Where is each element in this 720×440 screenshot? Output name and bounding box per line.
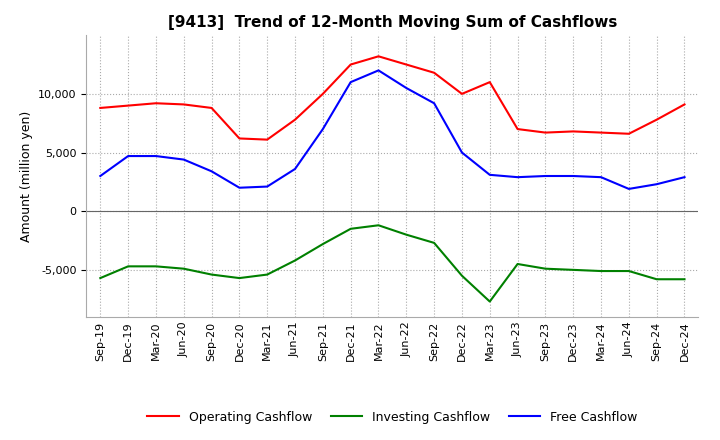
Investing Cashflow — [569, 267, 577, 272]
Operating Cashflow — [652, 117, 661, 122]
Investing Cashflow — [124, 264, 132, 269]
Investing Cashflow — [179, 266, 188, 271]
Free Cashflow — [680, 175, 689, 180]
Free Cashflow — [152, 154, 161, 159]
Investing Cashflow — [541, 266, 550, 271]
Investing Cashflow — [374, 223, 383, 228]
Free Cashflow — [374, 68, 383, 73]
Operating Cashflow — [374, 54, 383, 59]
Free Cashflow — [569, 173, 577, 179]
Operating Cashflow — [430, 70, 438, 75]
Investing Cashflow — [152, 264, 161, 269]
Investing Cashflow — [652, 277, 661, 282]
Operating Cashflow — [152, 101, 161, 106]
Y-axis label: Amount (million yen): Amount (million yen) — [19, 110, 32, 242]
Free Cashflow — [291, 166, 300, 172]
Operating Cashflow — [624, 131, 633, 136]
Operating Cashflow — [346, 62, 355, 67]
Operating Cashflow — [318, 91, 327, 96]
Investing Cashflow — [680, 277, 689, 282]
Investing Cashflow — [458, 273, 467, 279]
Free Cashflow — [263, 184, 271, 189]
Operating Cashflow — [207, 105, 216, 110]
Investing Cashflow — [263, 272, 271, 277]
Operating Cashflow — [179, 102, 188, 107]
Operating Cashflow — [402, 62, 410, 67]
Operating Cashflow — [513, 126, 522, 132]
Title: [9413]  Trend of 12-Month Moving Sum of Cashflows: [9413] Trend of 12-Month Moving Sum of C… — [168, 15, 617, 30]
Operating Cashflow — [680, 102, 689, 107]
Free Cashflow — [485, 172, 494, 177]
Operating Cashflow — [597, 130, 606, 135]
Free Cashflow — [179, 157, 188, 162]
Investing Cashflow — [318, 242, 327, 247]
Operating Cashflow — [235, 136, 243, 141]
Free Cashflow — [513, 175, 522, 180]
Investing Cashflow — [402, 232, 410, 237]
Free Cashflow — [541, 173, 550, 179]
Operating Cashflow — [485, 80, 494, 85]
Line: Investing Cashflow: Investing Cashflow — [100, 225, 685, 301]
Free Cashflow — [597, 175, 606, 180]
Operating Cashflow — [541, 130, 550, 135]
Free Cashflow — [124, 154, 132, 159]
Free Cashflow — [235, 185, 243, 191]
Investing Cashflow — [291, 258, 300, 263]
Investing Cashflow — [346, 226, 355, 231]
Operating Cashflow — [291, 117, 300, 122]
Investing Cashflow — [485, 299, 494, 304]
Free Cashflow — [652, 182, 661, 187]
Free Cashflow — [318, 126, 327, 132]
Free Cashflow — [207, 169, 216, 174]
Operating Cashflow — [569, 129, 577, 134]
Free Cashflow — [346, 80, 355, 85]
Free Cashflow — [96, 173, 104, 179]
Operating Cashflow — [458, 91, 467, 96]
Investing Cashflow — [96, 275, 104, 281]
Free Cashflow — [430, 101, 438, 106]
Line: Free Cashflow: Free Cashflow — [100, 70, 685, 189]
Investing Cashflow — [235, 275, 243, 281]
Free Cashflow — [402, 85, 410, 91]
Line: Operating Cashflow: Operating Cashflow — [100, 56, 685, 139]
Operating Cashflow — [96, 105, 104, 110]
Operating Cashflow — [124, 103, 132, 108]
Free Cashflow — [624, 186, 633, 191]
Investing Cashflow — [513, 261, 522, 267]
Investing Cashflow — [597, 268, 606, 274]
Legend: Operating Cashflow, Investing Cashflow, Free Cashflow: Operating Cashflow, Investing Cashflow, … — [143, 406, 642, 429]
Free Cashflow — [458, 150, 467, 155]
Investing Cashflow — [430, 240, 438, 246]
Operating Cashflow — [263, 137, 271, 142]
Investing Cashflow — [207, 272, 216, 277]
Investing Cashflow — [624, 268, 633, 274]
